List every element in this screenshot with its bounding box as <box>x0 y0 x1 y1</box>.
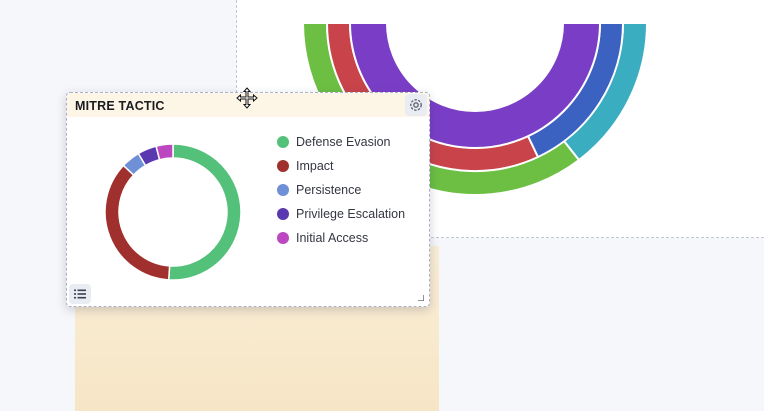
legend-label: Defense Evasion <box>296 135 391 149</box>
legend-item[interactable]: Persistence <box>277 178 405 202</box>
settings-button[interactable] <box>405 94 427 116</box>
donut-slice-initial-access[interactable] <box>155 143 174 161</box>
legend-color-dot <box>277 208 289 220</box>
legend-label: Initial Access <box>296 231 369 245</box>
gear-icon <box>410 99 422 111</box>
chart-legend: Defense Evasion Impact Persistence Privi… <box>277 130 405 250</box>
legend-label: Privilege Escalation <box>296 207 406 221</box>
legend-color-dot <box>277 136 289 148</box>
mitre-tactic-widget[interactable]: MITRE TACTIC Defense Evasion Impact Pers… <box>66 92 430 307</box>
legend-label: Persistence <box>296 183 362 197</box>
legend-item[interactable]: Impact <box>277 154 405 178</box>
legend-label: Impact <box>296 159 334 173</box>
list-view-button[interactable] <box>69 284 91 304</box>
widget-title: MITRE TACTIC <box>75 99 165 113</box>
legend-item[interactable]: Initial Access <box>277 226 405 250</box>
donut-slice-defense-evasion[interactable] <box>167 143 242 281</box>
donut-slice-impact[interactable] <box>104 164 171 281</box>
resize-handle-icon[interactable] <box>418 295 424 301</box>
mitre-tactic-donut-chart <box>104 143 242 281</box>
legend-item[interactable]: Privilege Escalation <box>277 202 405 226</box>
legend-color-dot <box>277 184 289 196</box>
legend-color-dot <box>277 232 289 244</box>
list-icon <box>74 289 86 299</box>
move-icon[interactable] <box>235 86 259 110</box>
legend-color-dot <box>277 160 289 172</box>
legend-item[interactable]: Defense Evasion <box>277 130 405 154</box>
